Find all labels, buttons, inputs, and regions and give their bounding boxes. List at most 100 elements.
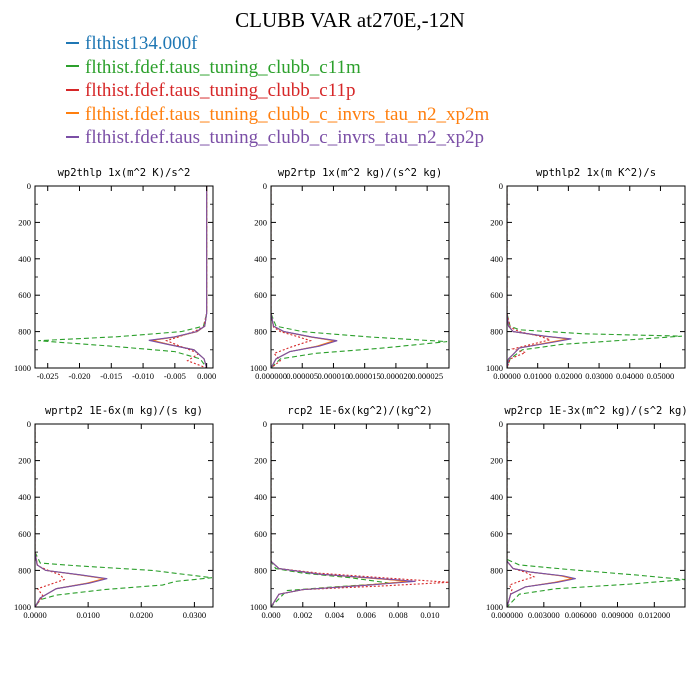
y-tick-label: 400 — [490, 254, 503, 264]
x-tick-label: 0.02000 — [555, 371, 583, 381]
series-line — [271, 186, 448, 368]
legend-swatch — [66, 88, 79, 91]
x-tick-label: 0.002 — [293, 610, 312, 620]
chart-panel: rcp2 1E-6x(kg^2)/(kg^2) 0 200 400 600 800 1000… — [250, 405, 450, 620]
x-tick-label: 0.009000 — [602, 610, 634, 620]
figure-title: CLUBB VAR at270E,-12N — [235, 8, 465, 32]
legend-label: flthist.fdef.taus_tuning_clubb_c11m — [85, 56, 361, 78]
y-tick-label: 800 — [490, 327, 503, 337]
y-tick-label: 800 — [18, 565, 31, 575]
x-tick-label: 0.05000 — [647, 371, 675, 381]
series-line — [35, 424, 213, 607]
x-tick-label: 0.006 — [357, 610, 376, 620]
y-tick-label: 800 — [490, 565, 503, 575]
series-line — [271, 186, 335, 368]
panel-title: wp2thlp 1x(m^2 K)/s^2 — [58, 167, 191, 179]
chart-panel: wp2rtp 1x(m^2 kg)/(s^2 kg) 0 200 400 600 800 1… — [250, 167, 450, 381]
y-tick-label: 0 — [27, 181, 31, 191]
chart-panel: wprtp2 1E-6x(m kg)/(s kg) 0 200 400 600 800 10… — [14, 405, 214, 620]
y-tick-label: 1000 — [14, 363, 31, 373]
y-tick-label: 600 — [18, 290, 31, 300]
legend-label: flthist134.000f — [85, 33, 198, 54]
series-line — [164, 186, 208, 368]
x-tick-label: 0.01000 — [524, 371, 552, 381]
legend-item: flthist.fdef.taus_tuning_clubb_c11m — [66, 56, 489, 80]
x-tick-label: 0.004 — [325, 610, 345, 620]
series-line — [150, 186, 208, 368]
y-tick-label: 200 — [490, 456, 503, 466]
series-line — [35, 424, 108, 607]
series-line — [271, 186, 336, 368]
x-tick-label: -0.020 — [69, 371, 91, 381]
panel-title: wp2rtp 1x(m^2 kg)/(s^2 kg) — [278, 167, 442, 179]
series-line — [507, 186, 682, 368]
legend-label: flthist.fdef.taus_tuning_clubb_c_invrs_t… — [85, 103, 490, 125]
legend: flthist134.000f flthist.fdef.taus_tuning… — [66, 32, 489, 150]
y-tick-label: 200 — [18, 456, 31, 466]
series-line — [507, 424, 573, 607]
x-tick-label: 0.000025 — [411, 371, 443, 381]
x-tick-label: 0.000 — [197, 371, 216, 381]
x-tick-label: 0.006000 — [565, 610, 597, 620]
panel-title: wpthlp2 1x(m K^2)/s — [536, 167, 656, 179]
x-tick-label: 0.0000 — [23, 610, 46, 620]
series-line — [35, 424, 66, 607]
y-tick-label: 400 — [490, 492, 503, 502]
series-line — [35, 424, 106, 607]
x-tick-label: 0.0200 — [130, 610, 153, 620]
panel-title: rcp2 1E-6x(kg^2)/(kg^2) — [287, 405, 432, 417]
y-tick-label: 400 — [18, 254, 31, 264]
y-tick-label: 400 — [18, 492, 31, 502]
legend-item: flthist.fdef.taus_tuning_clubb_c_invrs_t… — [66, 126, 489, 150]
y-tick-label: 0 — [263, 419, 267, 429]
y-tick-label: 600 — [254, 290, 267, 300]
series-line — [271, 424, 449, 607]
y-tick-label: 400 — [254, 492, 267, 502]
x-tick-label: 0.000000 — [255, 371, 287, 381]
series-line — [507, 424, 576, 607]
x-tick-label: -0.005 — [164, 371, 186, 381]
chart-panel: wp2rcp 1E-3x(m^2 kg)/(s^2 kg)0 200 400 600 8… — [486, 405, 688, 620]
legend-item: flthist134.000f — [66, 32, 489, 56]
legend-item: flthist.fdef.taus_tuning_clubb_c11p — [66, 79, 489, 103]
y-tick-label: 600 — [490, 290, 503, 300]
y-tick-label: 1000 — [250, 363, 267, 373]
chart-panel: wp2thlp 1x(m^2 K)/s^2 0 200 400 600 800 1000 -0… — [14, 167, 216, 381]
x-tick-label: -0.025 — [37, 371, 59, 381]
x-tick-label: 0.03000 — [585, 371, 613, 381]
series-line — [151, 186, 208, 368]
panel-title: wprtp2 1E-6x(m kg)/(s kg) — [45, 405, 203, 417]
y-tick-label: 1000 — [250, 602, 267, 612]
panel-title: wp2rcp 1E-3x(m^2 kg)/(s^2 kg) — [504, 405, 687, 417]
x-tick-label: 0.003000 — [528, 610, 560, 620]
series-line — [148, 186, 208, 368]
series-line — [35, 424, 105, 607]
x-tick-label: 0.04000 — [616, 371, 644, 381]
x-tick-label: -0.015 — [100, 371, 122, 381]
x-tick-label: 0.000015 — [349, 371, 381, 381]
series-line — [507, 424, 536, 607]
y-tick-label: 600 — [490, 529, 503, 539]
series-line — [507, 424, 574, 607]
y-tick-label: 600 — [18, 529, 31, 539]
y-tick-label: 800 — [254, 327, 267, 337]
x-tick-label: 0.00000 — [493, 371, 521, 381]
x-tick-label: 0.000000 — [491, 610, 523, 620]
y-tick-label: 400 — [254, 254, 267, 264]
x-tick-label: 0.000 — [261, 610, 280, 620]
y-tick-label: 0 — [499, 419, 503, 429]
x-tick-label: 0.0100 — [76, 610, 99, 620]
chart-panel: wpthlp2 1x(m K^2)/s 0 200 400 600 800 10000.00… — [486, 167, 686, 381]
legend-label: flthist.fdef.taus_tuning_clubb_c_invrs_t… — [85, 127, 484, 148]
legend-swatch — [66, 112, 79, 115]
y-tick-label: 200 — [490, 217, 503, 227]
y-tick-label: 0 — [499, 181, 503, 191]
series-line — [507, 424, 685, 607]
x-tick-label: 0.010 — [420, 610, 439, 620]
y-tick-label: 800 — [254, 565, 267, 575]
y-tick-label: 1000 — [486, 602, 503, 612]
y-tick-label: 200 — [254, 217, 267, 227]
y-tick-label: 1000 — [486, 363, 503, 373]
legend-swatch — [66, 65, 79, 68]
